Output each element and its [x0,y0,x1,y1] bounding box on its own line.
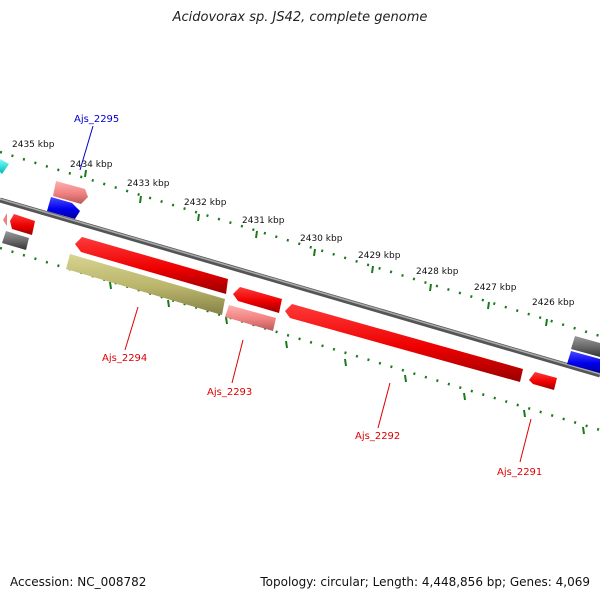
scale-labels: 2435 kbp 2434 kbp 2433 kbp 2432 kbp 2431… [12,140,575,308]
scale-label: 2434 kbp [70,160,113,170]
feature-blue-forward[interactable] [567,351,600,373]
scale-label: 2432 kbp [184,198,227,208]
gene-label-Ajs_2291[interactable]: Ajs_2291 [497,467,542,478]
gene-label-Ajs_2292[interactable]: Ajs_2292 [355,431,400,442]
genome-backbone [0,197,600,378]
feature-pink-forward[interactable] [53,181,88,204]
forward-features [0,159,600,373]
gene-Ajs_2293-arrow[interactable] [233,287,282,313]
gene-labels: Ajs_2295 Ajs_2294 Ajs_2293 Ajs_2292 Ajs_… [74,114,542,478]
outer-scale-ticks [0,150,600,338]
accession-text: Accession: NC_008782 [10,575,147,589]
gene-label-Ajs_2295[interactable]: Ajs_2295 [74,114,119,125]
feature-cyan[interactable] [0,159,9,174]
inner-scale-ticks [0,246,600,435]
gene-Ajs_2295-arrow[interactable] [47,197,80,219]
genome-summary-text: Topology: circular; Length: 4,448,856 bp… [260,575,590,589]
scale-label: 2426 kbp [532,298,575,308]
scale-label: 2433 kbp [127,179,170,189]
genome-title: Acidovorax sp. JS42, complete genome [172,10,428,25]
gene-callouts [79,125,532,463]
scale-label: 2427 kbp [474,283,517,293]
scale-label: 2435 kbp [12,140,55,150]
feature-gray-forward[interactable] [571,336,600,357]
feature-gray-reverse[interactable] [2,231,29,250]
gene-Ajs_2293-rna[interactable] [225,305,276,331]
gene-Ajs_2291-arrow[interactable] [529,372,557,390]
gene-Ajs_2294-arrow[interactable] [75,237,228,294]
reverse-features [2,213,557,390]
feature-pink-small[interactable] [3,213,7,226]
gene-label-Ajs_2294[interactable]: Ajs_2294 [102,353,147,364]
gene-Ajs_2294-pseudo[interactable] [66,254,225,315]
scale-label: 2431 kbp [242,216,285,226]
feature-red-small[interactable] [10,214,35,235]
scale-label: 2430 kbp [300,234,343,244]
gene-label-Ajs_2293[interactable]: Ajs_2293 [207,387,252,398]
scale-label: 2428 kbp [416,267,459,277]
scale-label: 2429 kbp [358,251,401,261]
gene-Ajs_2292-arrow[interactable] [285,304,523,382]
